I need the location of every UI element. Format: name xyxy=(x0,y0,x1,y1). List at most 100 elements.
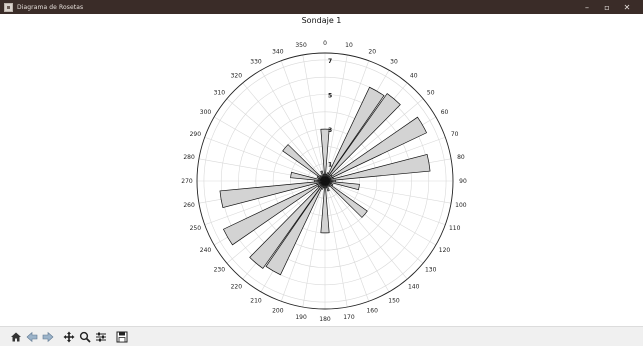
angle-tick-label: 150 xyxy=(388,298,400,305)
grid-spoke xyxy=(242,82,326,182)
angle-tick-label: 90 xyxy=(459,178,467,185)
angle-tick-label: 340 xyxy=(272,48,284,55)
angle-tick-label: 10 xyxy=(345,42,353,49)
angle-tick-label: 190 xyxy=(295,314,307,321)
rose-bar xyxy=(249,180,326,269)
grid-spoke xyxy=(324,180,390,293)
grid-spoke xyxy=(302,54,326,182)
angle-tick-label: 50 xyxy=(427,89,435,96)
radial-tick-label: 5 xyxy=(328,93,332,100)
angle-tick-label: 290 xyxy=(190,131,202,138)
app-icon xyxy=(4,2,13,12)
angle-tick-label: 220 xyxy=(231,284,243,291)
angle-tick-label: 250 xyxy=(190,225,202,232)
window-controls: – ▫ ✕ xyxy=(577,0,637,14)
rose-bar xyxy=(320,128,330,182)
home-button[interactable] xyxy=(9,330,23,344)
pan-button[interactable] xyxy=(62,330,76,344)
angle-tick-label: 30 xyxy=(390,58,398,65)
window-titlebar: Diagrama de Rosetas – ▫ ✕ xyxy=(0,0,643,14)
back-button[interactable] xyxy=(25,330,39,344)
angle-tick-label: 270 xyxy=(181,178,193,185)
sliders-icon xyxy=(96,332,106,341)
grid-spoke xyxy=(324,136,446,182)
chart-title: Sondaje 1 xyxy=(301,16,342,25)
rose-bar xyxy=(324,86,385,182)
rose-bar xyxy=(324,180,368,218)
grid-spoke xyxy=(324,180,437,246)
navigation-toolbar xyxy=(0,326,643,346)
angle-tick-label: 160 xyxy=(366,308,378,315)
minimize-button[interactable]: – xyxy=(585,2,589,12)
window-title: Diagrama de Rosetas xyxy=(17,3,84,11)
angle-tick-label: 200 xyxy=(272,308,284,315)
angle-tick-label: 170 xyxy=(343,314,355,321)
grid-spoke xyxy=(324,180,446,226)
rose-bar xyxy=(290,171,326,182)
grid-spoke xyxy=(204,136,326,182)
angle-tick-label: 100 xyxy=(455,202,467,209)
forward-button[interactable] xyxy=(41,330,55,344)
grid-spoke xyxy=(213,116,326,182)
rose-bar xyxy=(265,180,326,276)
angle-tick-label: 300 xyxy=(200,109,212,116)
grid-spoke xyxy=(226,180,326,264)
angle-tick-label: 280 xyxy=(183,154,195,161)
angle-tick-label: 210 xyxy=(250,298,262,305)
grid-spoke xyxy=(324,98,424,182)
grid-spoke xyxy=(280,180,326,302)
grid-spoke xyxy=(324,180,370,302)
angle-tick-label: 330 xyxy=(250,58,262,65)
rose-bar xyxy=(320,180,330,234)
home-icon xyxy=(11,332,21,341)
rose-bar xyxy=(282,144,326,182)
angle-tick-label: 240 xyxy=(200,247,212,254)
maximize-button[interactable]: ▫ xyxy=(604,2,610,12)
angle-tick-label: 120 xyxy=(439,247,451,254)
angle-tick-label: 140 xyxy=(408,284,420,291)
magnifier-icon xyxy=(79,331,91,343)
radial-tick-label: 3 xyxy=(328,127,332,134)
rose-bar xyxy=(324,93,401,182)
rose-bar xyxy=(219,180,326,209)
rose-bar xyxy=(324,116,428,182)
angle-tick-label: 350 xyxy=(295,42,307,49)
grid-spoke xyxy=(324,54,348,182)
angle-tick-label: 0 xyxy=(323,40,327,47)
rose-bar xyxy=(320,170,326,182)
rose-bar xyxy=(222,180,326,246)
angle-tick-label: 320 xyxy=(231,72,243,79)
grid-spoke xyxy=(204,180,326,226)
arrow-right-icon xyxy=(42,331,54,342)
save-button[interactable] xyxy=(115,330,129,344)
rose-bar xyxy=(324,180,330,192)
angle-tick-label: 260 xyxy=(183,202,195,209)
angle-tick-label: 20 xyxy=(368,48,376,55)
configure-subplots-button[interactable] xyxy=(94,330,108,344)
grid-spoke xyxy=(324,180,348,308)
angle-tick-label: 70 xyxy=(451,131,459,138)
move-icon xyxy=(63,331,75,342)
floppy-icon xyxy=(116,331,128,342)
angle-tick-label: 60 xyxy=(441,109,449,116)
grid-spoke xyxy=(260,70,326,182)
angle-tick-label: 110 xyxy=(449,225,461,232)
radial-tick-label: 1 xyxy=(328,162,332,169)
rose-bar xyxy=(324,153,431,182)
angle-tick-label: 80 xyxy=(457,154,465,161)
polar-frame xyxy=(196,52,454,310)
angle-tick-label: 180 xyxy=(319,316,331,323)
grid-spoke xyxy=(324,60,370,182)
angle-tick-label: 310 xyxy=(214,89,226,96)
rose-bar xyxy=(324,180,360,191)
angle-tick-label: 230 xyxy=(214,267,226,274)
radial-tick-label: 7 xyxy=(328,58,332,65)
angle-tick-label: 40 xyxy=(410,72,418,79)
zoom-button[interactable] xyxy=(78,330,92,344)
grid-spoke xyxy=(280,60,326,182)
rose-bar xyxy=(322,173,326,182)
close-button[interactable]: ✕ xyxy=(623,2,631,12)
grid-spoke xyxy=(302,180,326,308)
grid-spoke xyxy=(324,180,408,280)
